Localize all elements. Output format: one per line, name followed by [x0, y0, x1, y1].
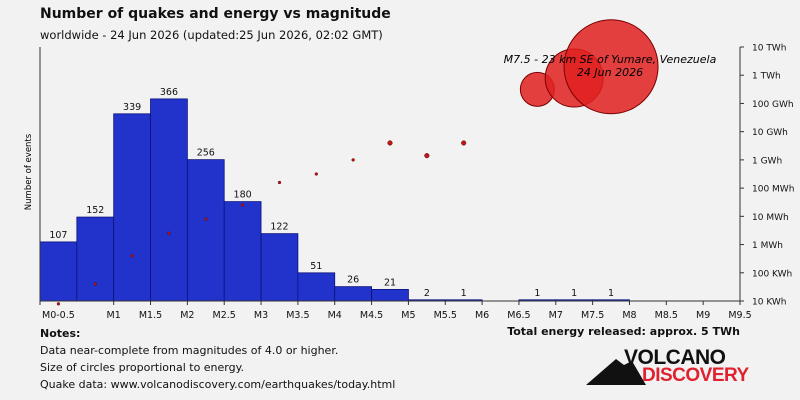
chart-title: Number of quakes and energy vs magnitude [40, 6, 391, 22]
x-tick-label: M4 [328, 310, 342, 321]
bar-count-label: 21 [384, 277, 396, 288]
x-tick-label: M5.5 [434, 310, 457, 321]
energy-circle [424, 153, 430, 159]
energy-circle [461, 140, 467, 146]
x-tick-label: M1.5 [139, 310, 162, 321]
total-energy: Total energy released: approx. 5 TWh [507, 325, 740, 338]
x-tick-label: M3.5 [286, 310, 309, 321]
annotation-line1: M7.5 - 23 km SE of Yumare, Venezuela [504, 53, 717, 66]
bar-count-label: 1 [608, 288, 614, 299]
histogram-bar [297, 272, 336, 302]
x-tick-label: M1 [107, 310, 121, 321]
histogram-bar [371, 289, 409, 302]
right-tick-label: 10 GWh [752, 128, 788, 138]
bar-count-label: 1 [571, 288, 577, 299]
logo-text-volcano: VOLCANO [624, 346, 726, 369]
right-tick-label: 10 KWh [752, 298, 787, 308]
notes-line: Data near-complete from magnitudes of 4.… [40, 344, 339, 357]
x-tick-label: M6.5 [507, 310, 530, 321]
bar-count-label: 180 [234, 190, 252, 201]
right-tick-label: 1 GWh [752, 156, 782, 166]
right-tick-label: 10 TWh [752, 44, 786, 54]
energy-circle [130, 254, 134, 258]
x-tick-label: M2 [180, 310, 194, 321]
right-tick-label: 10 MWh [752, 213, 789, 223]
energy-circle [56, 302, 61, 306]
notes: Notes: Data near-complete from magnitude… [40, 325, 395, 393]
energy-circle [351, 158, 355, 162]
histogram-bar [39, 241, 78, 302]
bar-count-label: 256 [197, 148, 215, 159]
logo-text-discovery: DISCOVERY [642, 365, 749, 386]
bar-count-label: 339 [123, 102, 141, 113]
volcanodiscovery-logo[interactable]: VOLCANO DISCOVERY [586, 346, 756, 387]
energy-circle [240, 203, 245, 207]
x-tick-label: M8 [622, 310, 636, 321]
notes-line: Size of circles proportional to energy. [40, 361, 245, 374]
x-tick-label: M9.5 [728, 310, 751, 321]
bar-count-label: 26 [347, 275, 359, 286]
x-tick-label: M0-0.5 [42, 310, 75, 321]
x-tick-label: M7.5 [581, 310, 604, 321]
energy-circle [314, 172, 318, 176]
energy-circle [563, 19, 659, 115]
notes-line: Quake data: www.volcanodiscovery.com/ear… [40, 378, 396, 391]
histogram-bar [76, 216, 115, 302]
energy-circle [204, 217, 208, 221]
energy-circle [167, 231, 171, 235]
x-tick-label: M2.5 [213, 310, 236, 321]
x-tick-label: M4.5 [360, 310, 383, 321]
bar-count-label: 51 [310, 261, 322, 272]
x-tick-label: M6 [475, 310, 489, 321]
notes-heading: Notes: [40, 327, 81, 340]
energy-circle [277, 180, 282, 185]
histogram-bar [113, 113, 151, 302]
x-tick-label: M8.5 [655, 310, 678, 321]
annotation-line2: 24 Jun 2026 [577, 66, 643, 79]
bar-count-label: 1 [461, 288, 467, 299]
right-tick-label: 100 GWh [752, 100, 794, 110]
volcano-icon [586, 359, 646, 385]
histogram-bar [223, 201, 262, 302]
right-tick-label: 100 MWh [752, 185, 794, 195]
x-tick-label: M9 [696, 310, 710, 321]
bar-count-label: 366 [160, 87, 178, 98]
histogram-bar [334, 286, 372, 302]
chart-subtitle: worldwide - 24 Jun 2026 (updated:25 Jun … [40, 28, 383, 42]
bar-count-label: 107 [49, 230, 67, 241]
bar-count-label: 152 [86, 205, 104, 216]
energy-circle [93, 282, 97, 286]
y-axis-label: Number of events [24, 133, 34, 210]
bar-count-label: 122 [270, 222, 288, 233]
right-tick-label: 1 MWh [752, 241, 783, 251]
energy-circle [387, 140, 393, 146]
bar-count-label: 2 [424, 288, 430, 299]
x-tick-label: M3 [254, 310, 268, 321]
bar-count-label: 1 [534, 288, 540, 299]
histogram-bar [186, 159, 225, 302]
right-tick-label: 100 KWh [752, 269, 792, 279]
histogram-bar [150, 98, 188, 302]
histogram-bar [260, 233, 299, 302]
x-tick-label: M5 [401, 310, 415, 321]
right-tick-label: 1 TWh [752, 72, 781, 82]
x-tick-label: M7 [549, 310, 563, 321]
